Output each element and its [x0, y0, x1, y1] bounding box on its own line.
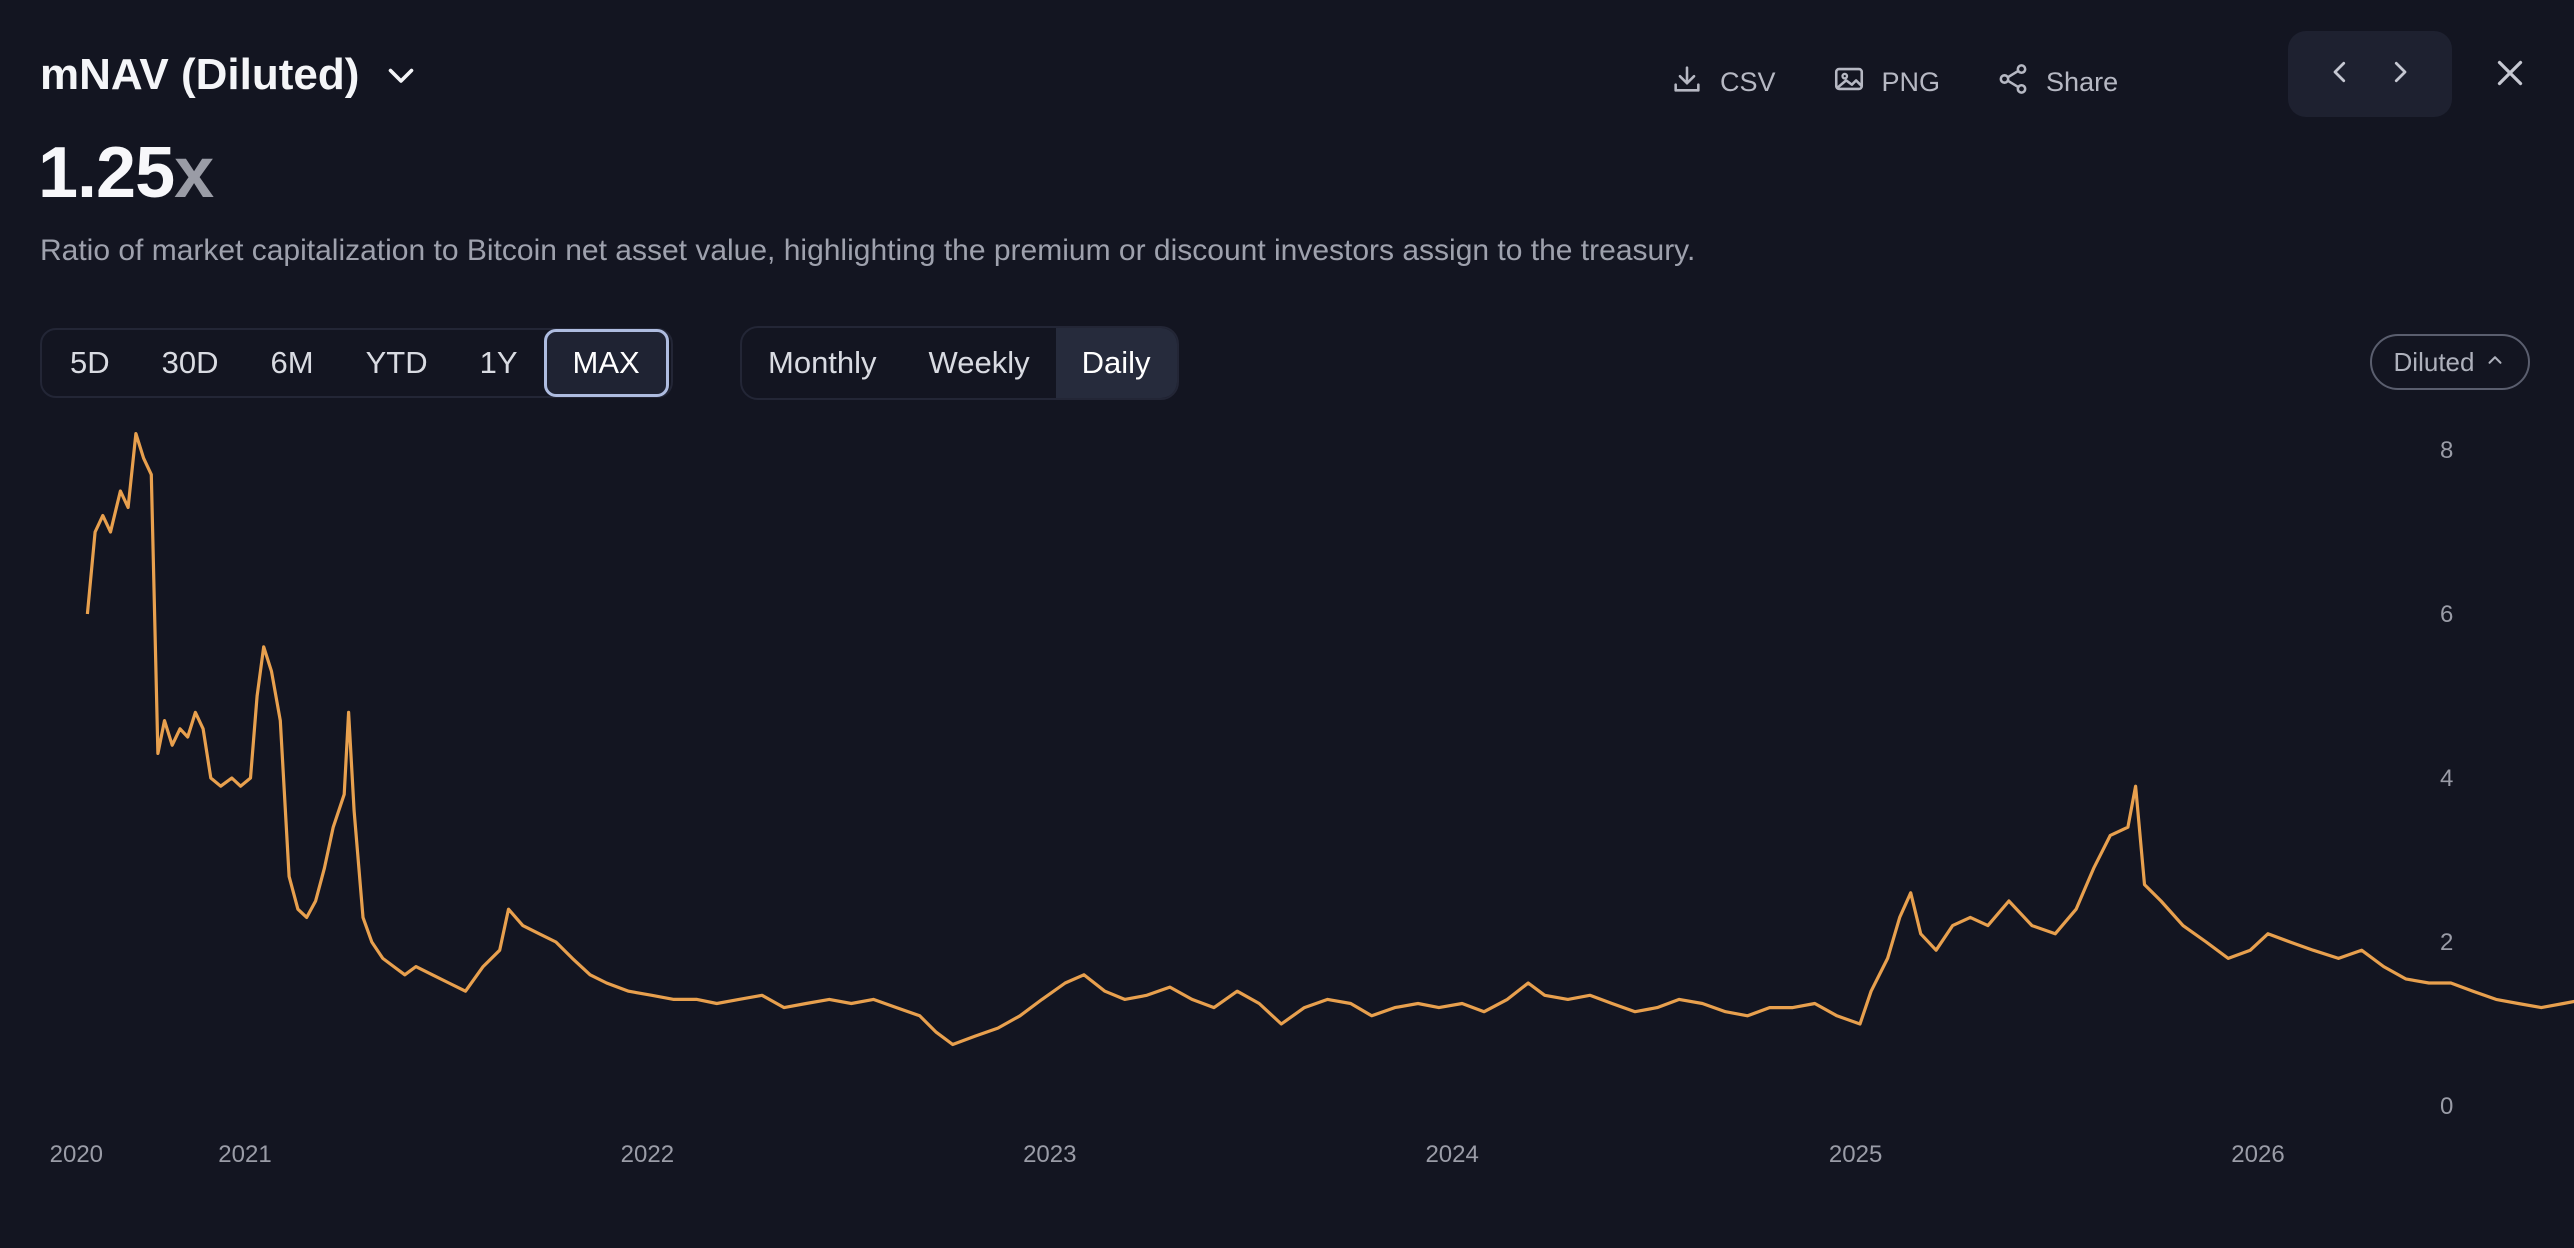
x-tick-label: 2023 [1023, 1141, 1076, 1168]
mnav-line-chart: 0 2 4 6 8 2020 2021 2022 2023 2024 2025 2026 [50, 432, 2574, 1168]
page-title: mNAV (Diluted) [40, 50, 360, 99]
share-button[interactable]: Share [1996, 60, 2118, 104]
next-button[interactable] [2382, 56, 2418, 92]
x-tick-label: 2025 [1829, 1141, 1882, 1168]
metric-description: Ratio of market capitalization to Bitcoi… [40, 234, 1696, 267]
share-label: Share [2046, 66, 2119, 97]
chevron-right-icon [2385, 57, 2415, 92]
y-tick-label: 4 [2440, 765, 2453, 792]
y-tick-label: 8 [2440, 437, 2453, 464]
range-max-button[interactable]: MAX [543, 329, 669, 397]
y-tick-label: 2 [2440, 929, 2453, 956]
range-6m-button[interactable]: 6M [270, 345, 314, 380]
close-button[interactable] [2490, 55, 2530, 95]
x-tick-label: 2024 [1425, 1141, 1478, 1168]
csv-download-button[interactable]: CSV [1670, 60, 1776, 104]
frequency-weekly-button[interactable]: Weekly [928, 345, 1030, 380]
frequency-selector: Monthly Weekly Daily [740, 326, 1179, 400]
toolbar-actions: CSV PNG Share [1670, 60, 2174, 104]
chevron-down-icon[interactable] [383, 57, 419, 93]
x-tick-label: 2020 [50, 1141, 103, 1168]
png-download-button[interactable]: PNG [1832, 60, 1941, 104]
chevron-up-icon [2484, 347, 2506, 378]
csv-label: CSV [1720, 66, 1776, 97]
range-ytd-button[interactable]: YTD [365, 345, 428, 380]
previous-button[interactable] [2322, 56, 2358, 92]
range-selector: 5D 30D 6M YTD 1Y MAX [40, 328, 673, 398]
diluted-toggle-button[interactable]: Diluted [2370, 334, 2530, 390]
series-line-mnav [85, 432, 2574, 1047]
close-icon [2492, 55, 2528, 96]
range-5d-button[interactable]: 5D [70, 345, 110, 380]
diluted-toggle-label: Diluted [2393, 346, 2475, 377]
current-value-number: 1.25 [38, 133, 175, 213]
pager-controls [2288, 31, 2452, 117]
x-tick-label: 2021 [218, 1141, 271, 1168]
download-icon [1670, 62, 1704, 103]
x-tick-label: 2022 [621, 1141, 674, 1168]
x-tick-label: 2026 [2231, 1141, 2284, 1168]
share-icon [1996, 62, 2030, 103]
image-icon [1832, 62, 1866, 103]
chevron-left-icon [2325, 57, 2355, 92]
range-30d-button[interactable]: 30D [161, 345, 219, 380]
frequency-daily-button[interactable]: Daily [1055, 328, 1177, 398]
current-value-unit: x [174, 133, 214, 213]
y-tick-label: 0 [2440, 1093, 2453, 1120]
x-axis: 2020 2021 2022 2023 2024 2025 2026 [50, 1141, 2285, 1168]
png-label: PNG [1881, 66, 1941, 97]
y-tick-label: 6 [2440, 601, 2453, 628]
frequency-monthly-button[interactable]: Monthly [768, 345, 877, 380]
current-value: 1.25x [38, 132, 214, 214]
title-row[interactable]: mNAV (Diluted) [40, 50, 419, 100]
y-axis: 0 2 4 6 8 [2440, 437, 2453, 1120]
range-1y-button[interactable]: 1Y [479, 345, 518, 380]
